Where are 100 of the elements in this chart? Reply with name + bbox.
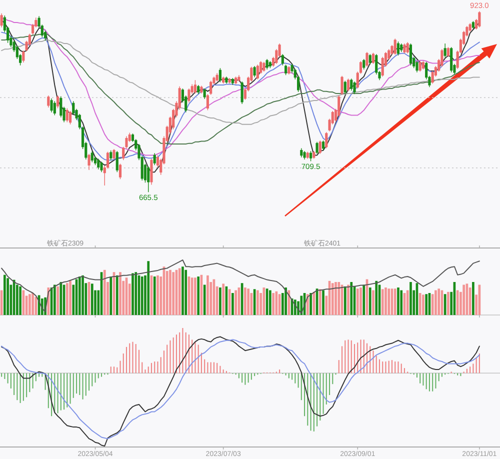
candlestick [303,150,306,160]
bar [338,282,340,315]
bar [234,290,237,315]
candlestick [88,154,90,170]
bar [219,288,222,315]
candlestick [396,41,400,56]
bar [53,284,56,315]
candlestick [288,66,290,75]
candlestick [366,52,368,68]
bar [147,261,150,315]
bar [132,273,134,315]
bar [360,288,362,315]
bar [247,288,250,315]
bar [350,282,353,315]
candlestick [262,61,266,72]
bar [368,288,372,315]
bar [190,278,194,315]
candlestick [472,20,474,30]
candlestick [340,76,344,96]
candlestick [362,58,366,70]
bar [372,290,374,315]
bar [156,275,159,315]
bar [347,284,350,315]
bar [134,272,138,315]
bar [244,288,246,315]
bar [397,288,400,315]
bar [406,290,409,315]
bar [362,284,366,315]
candlestick [306,151,309,160]
bar [306,294,309,315]
candlestick [256,64,259,80]
bar [184,270,188,315]
bar [462,284,465,315]
bar [344,286,346,315]
bar [82,275,84,315]
bar [438,288,440,315]
bar [169,270,172,315]
bar [356,288,359,315]
candlestick [206,94,209,111]
bar [66,283,68,315]
bar [34,296,38,315]
candlestick [450,46,453,73]
bar [422,294,424,315]
candlestick [312,150,316,160]
candlestick [418,60,422,72]
candlestick [147,166,150,192]
bar [172,272,175,315]
candlestick [350,78,353,91]
candlestick [210,80,212,96]
candlestick [444,43,446,58]
candlestick [478,10,481,28]
candlestick [203,88,206,100]
candlestick [125,136,128,149]
bar [431,294,434,315]
bar [310,293,312,315]
bar [119,272,122,315]
candlestick [318,140,322,154]
candlestick [118,163,122,180]
candlestick [406,42,409,54]
bar [388,288,390,315]
bar [318,289,322,315]
candlestick [346,78,350,92]
bar [312,292,316,315]
candlestick [322,140,325,151]
candlestick [403,43,406,54]
candlestick [309,150,312,162]
bar [418,293,422,315]
candlestick [47,95,50,108]
bar [28,294,31,315]
candlestick [281,54,284,66]
candlestick [325,132,328,149]
candlestick [238,74,240,82]
candlestick [368,54,372,65]
bar [182,266,184,315]
candlestick [440,48,444,68]
bar [434,290,437,315]
bar [116,275,118,315]
candlestick [66,108,68,123]
candlestick [225,76,228,84]
candlestick [0,13,3,28]
bar [381,289,384,315]
bar [384,288,387,315]
bar [178,268,181,315]
bar [425,294,428,315]
bar [222,284,224,315]
bar [375,280,378,315]
candlestick [344,80,346,94]
bar [410,282,412,315]
candlestick [150,158,153,186]
bar [322,290,324,315]
candlestick [268,60,272,68]
candlestick [60,96,62,118]
candlestick [231,78,234,86]
bar [32,293,34,315]
bar [78,276,81,315]
bar [444,294,446,315]
candlestick [253,66,256,78]
bar [69,280,72,315]
candlestick [216,72,218,82]
bar [447,292,450,315]
